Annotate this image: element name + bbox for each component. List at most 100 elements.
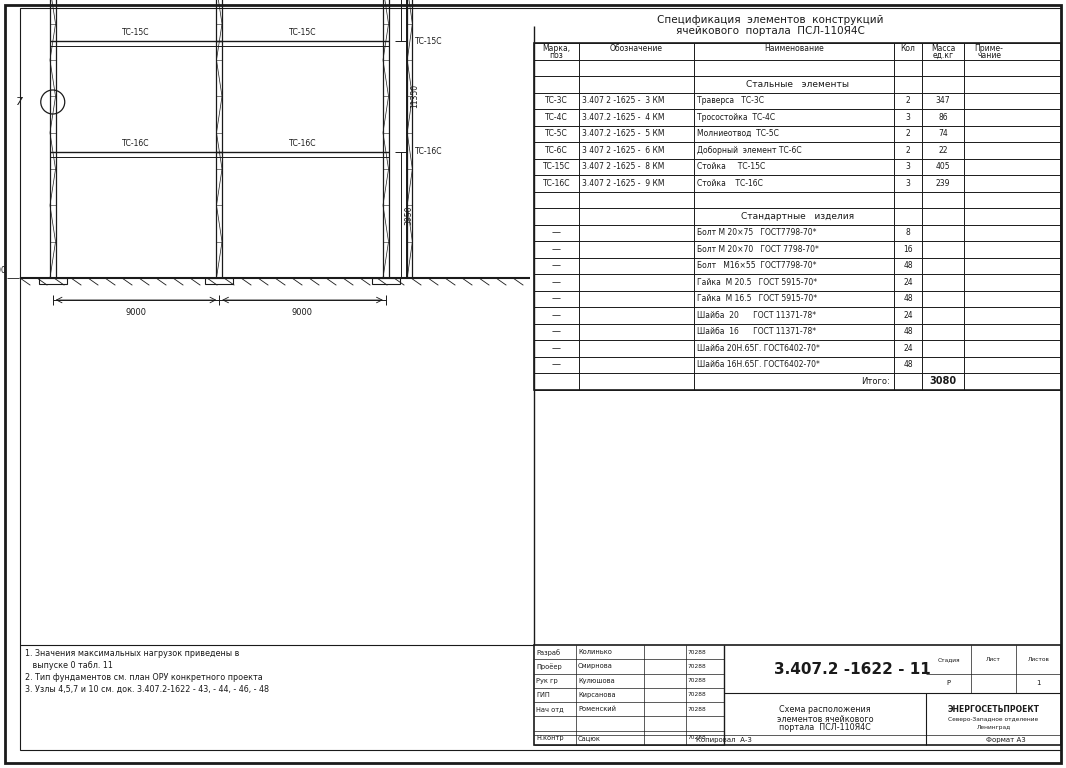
Text: 3.407.2 -1625 -  5 КМ: 3.407.2 -1625 - 5 КМ (582, 129, 664, 138)
Text: —: — (552, 344, 561, 353)
Text: 48: 48 (903, 327, 912, 336)
Text: 2. Тип фундаментов см. план ОРУ конкретного проекта: 2. Тип фундаментов см. план ОРУ конкретн… (25, 673, 262, 681)
Text: ТС-6С: ТС-6С (545, 146, 568, 154)
Text: Проёер: Проёер (536, 663, 562, 670)
Text: ЭНЕРГОСЕТЬПРОЕКТ: ЭНЕРГОСЕТЬПРОЕКТ (948, 706, 1039, 714)
Text: 239: 239 (936, 179, 950, 187)
Text: 3 407 2 -1625 -  6 КМ: 3 407 2 -1625 - 6 КМ (582, 146, 664, 154)
Text: Нач отд: Нач отд (536, 707, 564, 712)
Text: 86: 86 (938, 113, 948, 122)
Text: ТС-16С: ТС-16С (289, 138, 317, 147)
Text: Спецификация  элементов  конструкций: Спецификация элементов конструкций (657, 15, 884, 25)
Text: Болт М 20×70   ГОСТ 7798-70*: Болт М 20×70 ГОСТ 7798-70* (697, 245, 819, 253)
Text: —: — (552, 228, 561, 237)
Text: Стальные   элементы: Стальные элементы (746, 80, 849, 89)
Text: 3.407.2 -1622 - 11: 3.407.2 -1622 - 11 (774, 661, 931, 677)
Text: Н.контр: Н.контр (536, 735, 564, 741)
Text: ТС-4С: ТС-4С (545, 113, 568, 122)
Text: ячейкового  портала  ПСЛ-110Я4С: ячейкового портала ПСЛ-110Я4С (676, 26, 865, 36)
Text: ТС-15С: ТС-15С (416, 37, 442, 46)
Text: ТС-3С: ТС-3С (545, 96, 568, 105)
Text: 3. Узлы 4,5,7 и 10 см. док. 3.407.2-1622 - 43, - 44, - 46, - 48: 3. Узлы 4,5,7 и 10 см. док. 3.407.2-1622… (25, 684, 269, 694)
Text: 1: 1 (1036, 680, 1040, 687)
Text: 70288: 70288 (688, 693, 707, 697)
Text: 70288: 70288 (688, 650, 707, 654)
Text: 70288: 70288 (688, 678, 707, 684)
Text: Стойка     ТС-15С: Стойка ТС-15С (697, 162, 765, 171)
Text: 347: 347 (936, 96, 950, 105)
Text: Рук гр: Рук гр (536, 677, 558, 684)
Text: 3080: 3080 (930, 376, 956, 386)
Text: ед.кг: ед.кг (933, 51, 954, 60)
Text: Схема расположения: Схема расположения (779, 706, 871, 714)
Text: Масса: Масса (931, 44, 955, 53)
Text: 16: 16 (903, 245, 912, 253)
Text: 70288: 70288 (688, 664, 707, 669)
Text: 3.407 2 -1625 -  8 КМ: 3.407 2 -1625 - 8 КМ (582, 162, 664, 171)
Text: 8: 8 (906, 228, 910, 237)
Text: Разраб: Разраб (536, 649, 560, 656)
Text: ТС-5С: ТС-5С (545, 129, 568, 138)
Text: Итого:: Итого: (861, 377, 890, 386)
Text: Колинько: Колинько (578, 649, 612, 655)
Text: ТС-15С: ТС-15С (123, 28, 149, 37)
Text: Траверса   ТС-3С: Траверса ТС-3С (697, 96, 764, 105)
Text: 3: 3 (905, 179, 910, 187)
Text: —: — (552, 360, 561, 369)
Text: ТС-15С: ТС-15С (543, 162, 570, 171)
Text: —: — (552, 261, 561, 270)
Text: выпуске 0 табл. 11: выпуске 0 табл. 11 (25, 660, 113, 670)
Text: Шайба  16      ГОСТ 11371-78*: Шайба 16 ГОСТ 11371-78* (697, 327, 817, 336)
Text: 2: 2 (906, 96, 910, 105)
Text: элементов ячейкового: элементов ячейкового (777, 714, 873, 723)
Text: 74: 74 (938, 129, 948, 138)
Text: Марка,: Марка, (543, 44, 570, 53)
Text: 1. Значения максимальных нагрузок приведены в: 1. Значения максимальных нагрузок привед… (25, 648, 240, 657)
Text: Наименование: Наименование (764, 44, 824, 53)
Text: 11350: 11350 (410, 84, 419, 108)
Text: Молниеотвод  ТС-5С: Молниеотвод ТС-5С (697, 129, 779, 138)
Text: Стойка    ТС-16С: Стойка ТС-16С (697, 179, 763, 187)
Text: Роменский: Роменский (578, 707, 616, 712)
Text: ТС-16С: ТС-16С (416, 147, 442, 156)
Text: ТС-15С: ТС-15С (289, 28, 317, 37)
Text: портала  ПСЛ-110Я4С: портала ПСЛ-110Я4С (779, 723, 871, 733)
Text: Кирсанова: Кирсанова (578, 692, 616, 698)
Text: —: — (552, 245, 561, 253)
Text: Стандартные   изделия: Стандартные изделия (741, 212, 854, 220)
Text: Копировал  А-3: Копировал А-3 (696, 737, 752, 743)
Text: —: — (552, 294, 561, 303)
Text: 3.407 2 -1625 -  3 КМ: 3.407 2 -1625 - 3 КМ (582, 96, 664, 105)
Text: 22: 22 (938, 146, 948, 154)
Text: 3: 3 (905, 113, 910, 122)
Text: 3.407 2 -1625 -  9 КМ: 3.407 2 -1625 - 9 КМ (582, 179, 664, 187)
Text: Р: Р (947, 680, 951, 687)
Text: чание: чание (978, 51, 1001, 60)
Text: 48: 48 (903, 261, 912, 270)
Text: 9000: 9000 (292, 308, 313, 317)
Text: поз: поз (550, 51, 563, 60)
Text: 70288: 70288 (688, 735, 707, 740)
Text: Смирнова: Смирнова (578, 664, 613, 670)
Text: Шайба 20Н.65Г. ГОСТ6402-70*: Шайба 20Н.65Г. ГОСТ6402-70* (697, 344, 820, 353)
Text: Приме-: Приме- (974, 44, 1003, 53)
Text: Кулюшова: Кулюшова (578, 677, 615, 684)
Text: Кол: Кол (901, 44, 916, 53)
Text: Доборный  элемент ТС-6С: Доборный элемент ТС-6С (697, 146, 802, 154)
Text: 24: 24 (903, 344, 912, 353)
Text: 70288: 70288 (688, 707, 707, 712)
Text: Шайба  20      ГОСТ 11371-78*: Шайба 20 ГОСТ 11371-78* (697, 311, 817, 319)
Text: Сацюк: Сацюк (578, 735, 601, 741)
Text: 24: 24 (903, 278, 912, 286)
Text: Обозначение: Обозначение (610, 44, 663, 53)
Text: ГИП: ГИП (536, 692, 550, 698)
Text: 2: 2 (906, 146, 910, 154)
Text: Болт М 20×75   ГОСТ7798-70*: Болт М 20×75 ГОСТ7798-70* (697, 228, 817, 237)
Text: 405: 405 (936, 162, 950, 171)
Text: Гайка  М 16.5   ГОСТ 5915-70*: Гайка М 16.5 ГОСТ 5915-70* (697, 294, 818, 303)
Text: Северо-Западное отделение: Северо-Западное отделение (949, 717, 1038, 721)
Text: —: — (552, 311, 561, 319)
Text: Листов: Листов (1028, 657, 1049, 662)
Text: 3.407.2 -1625 -  4 КМ: 3.407.2 -1625 - 4 КМ (582, 113, 664, 122)
Text: ТС-16С: ТС-16С (543, 179, 570, 187)
